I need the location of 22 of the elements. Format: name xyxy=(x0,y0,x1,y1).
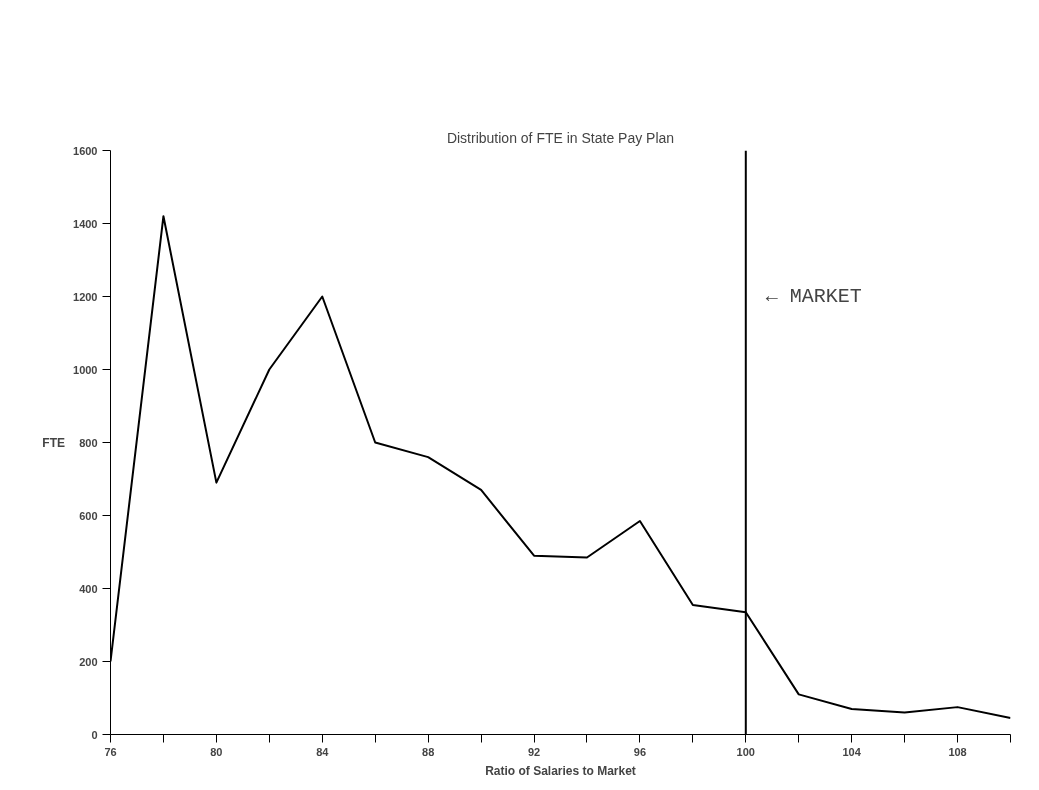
y-tick-label: 1400 xyxy=(73,217,98,230)
x-axis-title: Ratio of Salaries to Market xyxy=(485,763,636,778)
y-axis-title: FTE xyxy=(42,435,66,450)
x-tick-label: 104 xyxy=(842,745,862,758)
chart-title: Distribution of FTE in State Pay Plan xyxy=(446,129,675,146)
x-tick-label: 108 xyxy=(948,745,967,758)
y-tick-label: 1200 xyxy=(73,290,98,303)
ref-line-label: ← MARKET xyxy=(765,285,862,308)
x-tick-label: 80 xyxy=(210,745,223,758)
x-tick-label: 92 xyxy=(527,745,541,758)
x-tick-label: 76 xyxy=(104,745,117,758)
x-tick-label: 88 xyxy=(422,745,435,758)
y-tick-label: 1600 xyxy=(73,144,98,157)
y-tick-label: 600 xyxy=(79,509,98,522)
y-tick-label: 400 xyxy=(79,582,98,595)
x-tick-label: 100 xyxy=(736,745,755,758)
x-tick-label: 84 xyxy=(316,745,330,758)
y-tick-label: 200 xyxy=(79,655,98,668)
y-tick-label: 0 xyxy=(91,728,98,741)
y-tick-label: 800 xyxy=(79,436,98,449)
y-tick-label: 1000 xyxy=(73,363,98,376)
x-tick-label: 96 xyxy=(633,745,647,758)
